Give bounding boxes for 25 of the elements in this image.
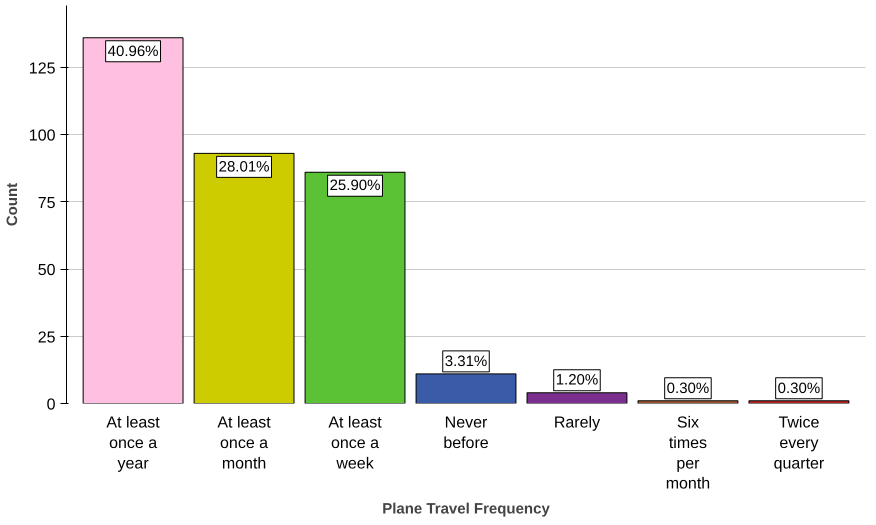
bar [82,37,184,404]
x-tick-label: Never before [443,414,489,452]
annotation: 28.01% [218,158,270,176]
annotation: 0.30% [778,380,820,397]
x-tick-label: At least once a year [106,414,160,472]
annotation: 25.90% [330,177,380,194]
y-tick-label: 50 [38,262,56,280]
x-tick-label: At least once a month [217,414,272,472]
bar [194,152,294,404]
annotation: 1.20% [556,372,598,389]
y-tick-label: 25 [38,329,56,346]
y-tick-label: 100 [28,128,56,145]
annotation: 40.96% [108,42,159,60]
y-axis-title: Count [4,182,21,226]
bar [304,172,406,404]
y-tick-label: 0 [46,396,56,414]
annotation: 0.30% [666,380,710,397]
x-tick-label: Six times per month [666,414,710,493]
y-tick-label: 75 [38,194,56,212]
x-tick-label: Twice every quarter [774,414,825,472]
annotation: 3.31% [444,352,488,370]
x-axis-title: Plane Travel Frequency [382,500,550,518]
y-tick-label: 125 [28,60,56,78]
x-tick-label: Rarely [554,414,600,432]
x-tick-label: At least once a week [328,414,382,472]
